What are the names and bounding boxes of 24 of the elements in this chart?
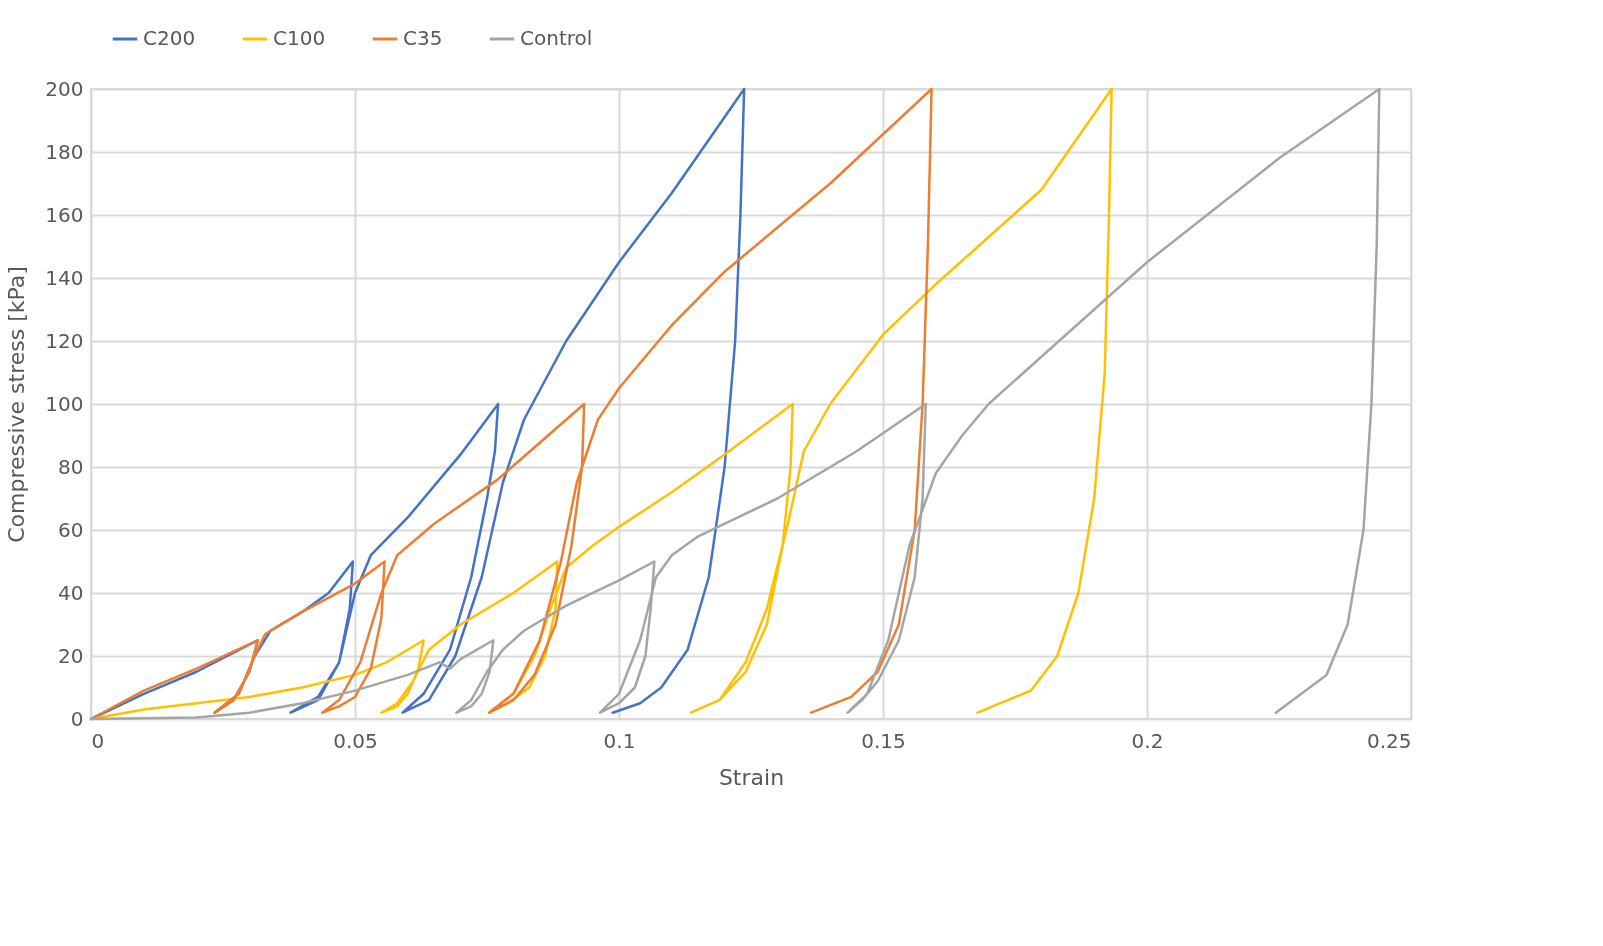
y-tick-label: 60 [58, 517, 84, 542]
y-tick-label: 20 [58, 643, 84, 668]
line-series [89, 87, 1381, 721]
y-tick-label: 160 [45, 202, 84, 227]
x-axis-title: Strain [718, 764, 785, 790]
y-tick-label: 0 [70, 706, 84, 731]
y-axis-title: Compressive stress [kPa] [4, 266, 30, 543]
x-tick-label: 0.2 [1131, 728, 1164, 753]
y-tick-label: 200 [45, 76, 84, 101]
x-tick-label: 0.25 [1366, 728, 1412, 753]
legend-label: Control [520, 26, 593, 50]
y-tick-label: 100 [45, 391, 84, 416]
y-tick-label: 140 [45, 265, 84, 290]
y-tick-label: 80 [58, 454, 84, 479]
legend-label: C100 [273, 26, 326, 50]
x-tick-label: 0.05 [333, 728, 378, 753]
y-tick-label: 40 [58, 580, 84, 605]
legend-label: C200 [143, 26, 196, 50]
y-tick-label: 180 [45, 139, 84, 164]
x-tick-label: 0.1 [603, 728, 636, 753]
y-tick-label: 120 [45, 328, 84, 353]
x-tick-label: 0 [91, 728, 105, 753]
legend-label: C35 [403, 26, 443, 50]
x-tick-label: 0.15 [861, 728, 906, 753]
